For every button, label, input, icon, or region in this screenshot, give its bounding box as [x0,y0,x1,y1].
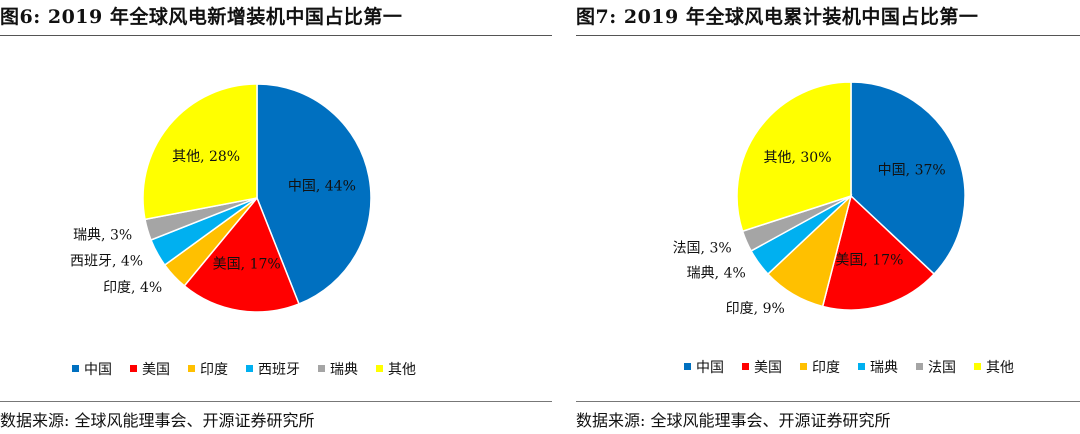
legend-swatch [72,365,79,372]
pie-slice [850,81,966,276]
legend-swatch [318,365,325,372]
legend-label: 美国 [754,360,782,376]
source-note: 数据来源: 全球风能理事会、开源证券研究所 [576,411,891,430]
figure-title: 图6: 2019 年全球风电新增装机中国占比第一 [0,6,403,28]
pie-chart-cumulative-installations: 中国, 37% 美国, 17% 印度, 9% 瑞典, 4% 法国, 3% 其他, 30% 中… [673,81,1014,376]
data-label: 瑞典, 4% [687,265,746,281]
legend-swatch [684,363,691,370]
pie-slice [821,194,936,311]
legend-label: 瑞典 [330,362,358,378]
data-label: 其他, 30% [763,150,831,166]
figure-title: 图7: 2019 年全球风电累计装机中国占比第一 [576,6,979,28]
legend-swatch [974,363,981,370]
legend-swatch [858,363,865,370]
legend-swatch [916,363,923,370]
legend-label: 瑞典 [870,360,898,376]
legend-label: 西班牙 [258,362,300,378]
pie-chart-new-installations: 中国, 44% 美国, 17% 印度, 4% 西班牙, 4% 瑞典, 3% 其他, 28%… [70,83,416,378]
legend-label: 法国 [928,360,956,376]
figure-7-panel: 图7: 2019 年全球风电累计装机中国占比第一 中国, 37% 美国, 17% 印… [576,0,1080,434]
title-rule [0,35,552,36]
figure-6-panel: 图6: 2019 年全球风电新增装机中国占比第一 中国, 44% 美国, 17% 印… [0,6,552,430]
data-label: 美国, 17% [213,256,281,272]
title-rule [576,35,1080,36]
legend-label: 其他 [388,362,416,378]
legend-label: 美国 [142,362,170,378]
legend-swatch [130,365,137,372]
data-label: 瑞典, 3% [73,227,132,243]
legend-swatch [376,365,383,372]
source-note: 数据来源: 全球风能理事会、开源证券研究所 [0,411,315,430]
data-label: 西班牙, 4% [70,254,143,270]
data-label: 其他, 28% [172,149,240,165]
data-label: 中国, 44% [288,179,356,195]
legend-label: 印度 [200,362,228,378]
source-rule [576,401,1080,402]
legend-swatch [800,363,807,370]
legend-label: 其他 [986,360,1014,376]
data-label: 印度, 4% [103,280,162,296]
legend-swatch [188,365,195,372]
pie-slice [736,81,852,233]
legend-label: 印度 [812,360,840,376]
data-label: 法国, 3% [673,241,732,257]
legend-label: 中国 [696,360,724,376]
source-rule [0,401,552,402]
data-label: 中国, 37% [878,163,946,179]
legend-label: 中国 [84,362,112,378]
data-label: 印度, 9% [726,301,785,317]
pie-slice [256,83,372,305]
pie-slice [142,83,258,221]
data-label: 美国, 17% [835,253,903,269]
pie-slice [183,196,300,313]
legend-swatch [742,363,749,370]
legend-swatch [246,365,253,372]
